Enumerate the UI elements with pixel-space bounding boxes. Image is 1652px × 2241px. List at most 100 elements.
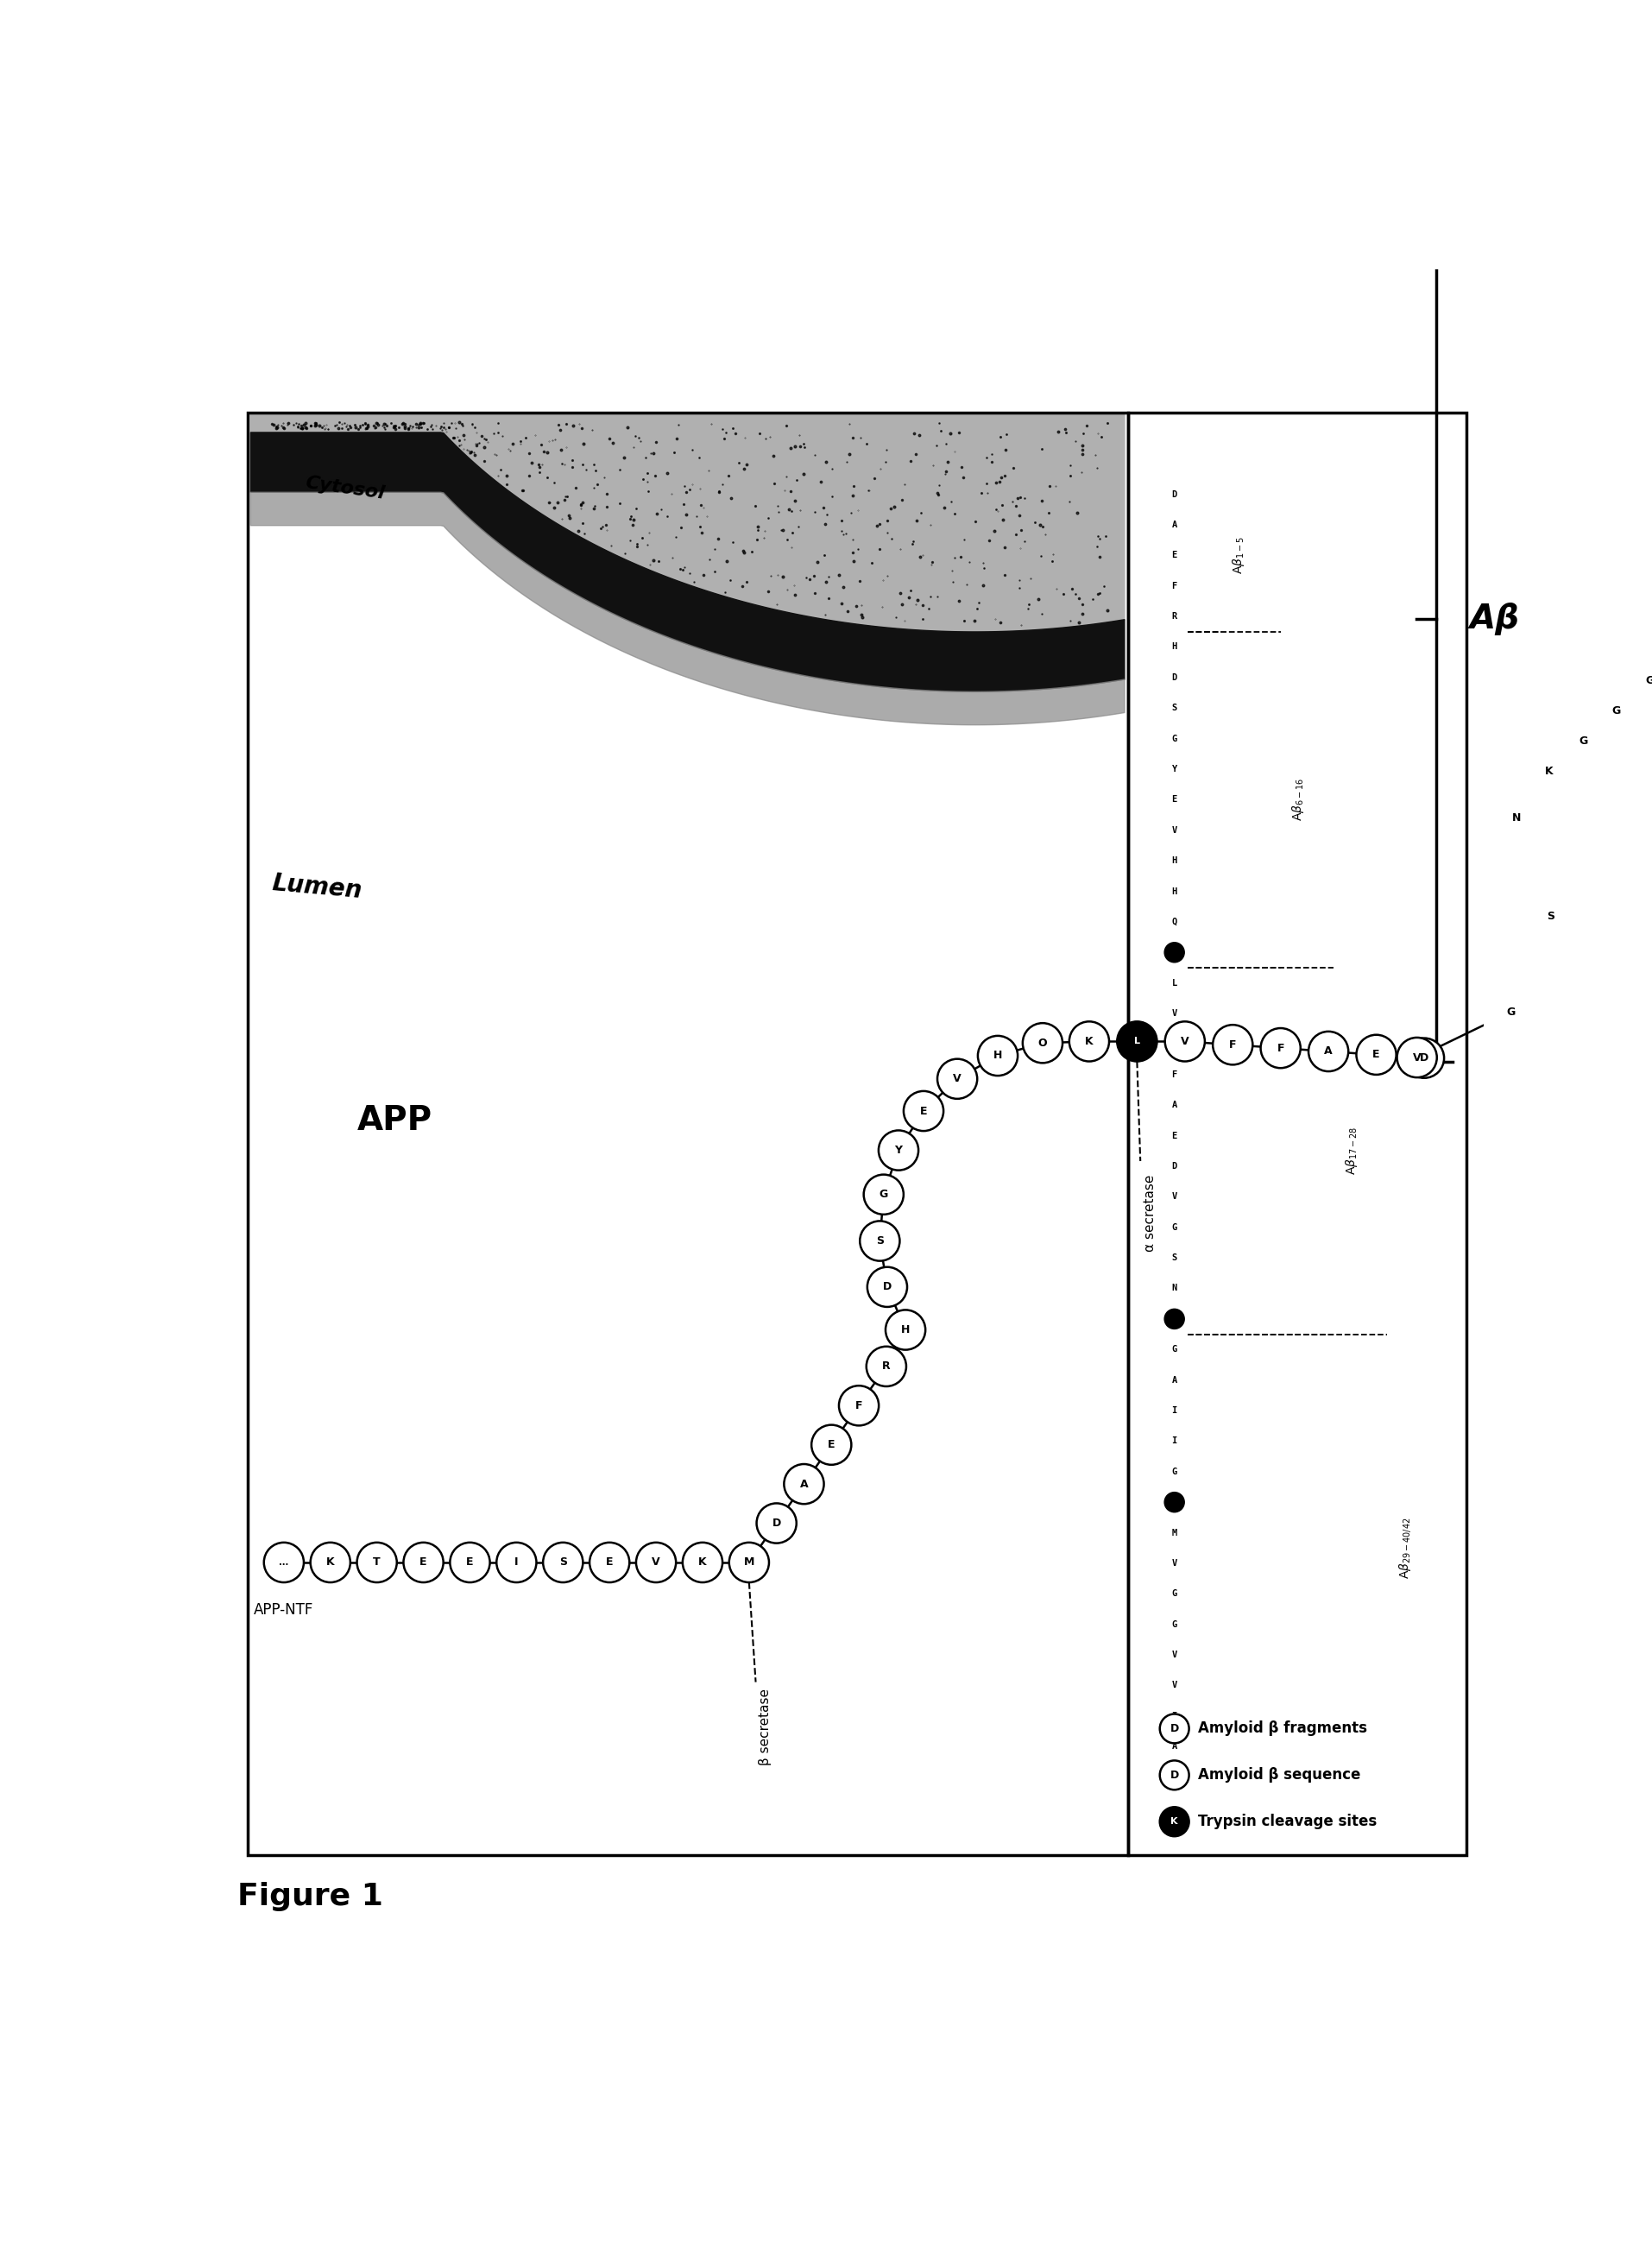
Text: V: V (1171, 1560, 1176, 1569)
Text: F: F (1171, 1040, 1176, 1049)
Text: N: N (1512, 811, 1520, 822)
Circle shape (1563, 722, 1602, 762)
Text: Amyloid β sequence: Amyloid β sequence (1198, 1768, 1360, 1784)
Text: β secretase: β secretase (758, 1690, 771, 1766)
Text: T: T (373, 1557, 380, 1569)
Text: A$\beta_{29-40/42}$: A$\beta_{29-40/42}$ (1396, 1517, 1412, 1580)
Text: A: A (1171, 1741, 1176, 1750)
Text: Lumen: Lumen (271, 872, 363, 903)
Bar (1127, 412, 1465, 1856)
Polygon shape (251, 493, 1123, 724)
Circle shape (403, 1542, 443, 1582)
Circle shape (1117, 1022, 1156, 1062)
Text: H: H (900, 1324, 910, 1336)
Text: A: A (1171, 520, 1176, 529)
Circle shape (1069, 1022, 1108, 1062)
Circle shape (937, 1060, 976, 1098)
Text: Y: Y (1171, 764, 1176, 773)
Text: I: I (1171, 1436, 1176, 1445)
Text: A: A (1171, 1376, 1176, 1385)
Text: D: D (1419, 1053, 1427, 1064)
Text: S: S (1171, 1253, 1176, 1262)
Text: A: A (1171, 1100, 1176, 1109)
Text: I: I (514, 1557, 519, 1569)
Text: I: I (1171, 1712, 1176, 1721)
Text: D: D (1171, 1161, 1176, 1170)
Circle shape (357, 1542, 396, 1582)
Text: D: D (1170, 1723, 1178, 1735)
Circle shape (859, 1221, 899, 1262)
Text: E: E (1171, 796, 1176, 805)
Circle shape (783, 1463, 823, 1504)
Circle shape (1596, 690, 1635, 731)
Text: Y: Y (894, 1145, 902, 1156)
Text: K: K (1171, 948, 1176, 957)
Text: G: G (1171, 1620, 1176, 1629)
Circle shape (1530, 896, 1569, 937)
Text: V: V (1171, 1008, 1176, 1017)
Text: S: S (1171, 704, 1176, 713)
Circle shape (1356, 1035, 1396, 1076)
Text: D: D (771, 1517, 780, 1528)
Text: A: A (1323, 1047, 1332, 1058)
Circle shape (811, 1425, 851, 1466)
Text: H: H (993, 1051, 1001, 1062)
Text: L: L (1171, 1497, 1176, 1506)
Text: G: G (879, 1190, 887, 1201)
Text: K: K (325, 1557, 334, 1569)
Text: E: E (920, 1105, 927, 1116)
Circle shape (1629, 661, 1652, 701)
Text: V: V (1171, 1652, 1176, 1658)
Text: H: H (1171, 856, 1176, 865)
Circle shape (839, 1385, 879, 1425)
Text: Figure 1: Figure 1 (238, 1882, 383, 1912)
Circle shape (264, 1542, 304, 1582)
Text: APP: APP (357, 1105, 431, 1136)
Text: V: V (651, 1557, 659, 1569)
Text: I: I (1171, 1407, 1176, 1414)
Text: G: G (1505, 1006, 1515, 1017)
Text: V: V (1171, 1192, 1176, 1201)
Circle shape (1490, 993, 1530, 1033)
Text: A$\beta_{17-28}$: A$\beta_{17-28}$ (1343, 1127, 1358, 1174)
Circle shape (978, 1035, 1018, 1076)
Text: R: R (1171, 612, 1176, 621)
Circle shape (1528, 751, 1568, 791)
Text: E: E (1171, 551, 1176, 560)
Text: G: G (1171, 1224, 1176, 1233)
Text: F: F (1171, 583, 1176, 589)
Circle shape (729, 1542, 768, 1582)
Text: G: G (1578, 735, 1586, 746)
Circle shape (864, 1174, 904, 1215)
Text: α secretase: α secretase (1143, 1174, 1156, 1250)
Text: E: E (828, 1439, 834, 1450)
Text: A$\beta_{1-5}$: A$\beta_{1-5}$ (1231, 536, 1246, 574)
Text: L: L (1171, 979, 1176, 988)
Circle shape (544, 1542, 583, 1582)
Text: D: D (1171, 491, 1176, 498)
Circle shape (1163, 1309, 1184, 1329)
Text: E: E (420, 1557, 426, 1569)
Bar (248, 412, 1127, 1856)
Text: A$\beta_{6-16}$: A$\beta_{6-16}$ (1290, 778, 1305, 820)
Text: Amyloid β fragments: Amyloid β fragments (1198, 1721, 1366, 1737)
Circle shape (311, 1542, 350, 1582)
Text: APP-NTF: APP-NTF (254, 1602, 314, 1618)
Circle shape (1163, 1493, 1184, 1513)
Circle shape (866, 1347, 905, 1387)
Text: ...: ... (279, 1557, 289, 1566)
Text: R: R (882, 1360, 890, 1371)
Text: V: V (1180, 1035, 1188, 1047)
Text: E: E (466, 1557, 474, 1569)
Text: K: K (1171, 1315, 1176, 1322)
Text: L: L (1133, 1038, 1140, 1047)
Circle shape (1396, 1038, 1436, 1078)
Text: V: V (953, 1073, 961, 1085)
Text: V: V (1171, 827, 1176, 834)
Text: K: K (699, 1557, 707, 1569)
Circle shape (1160, 1761, 1188, 1791)
Text: Cytosol: Cytosol (304, 475, 385, 502)
Text: S: S (1546, 910, 1553, 921)
Text: F: F (1229, 1040, 1236, 1051)
Text: D: D (882, 1282, 890, 1293)
